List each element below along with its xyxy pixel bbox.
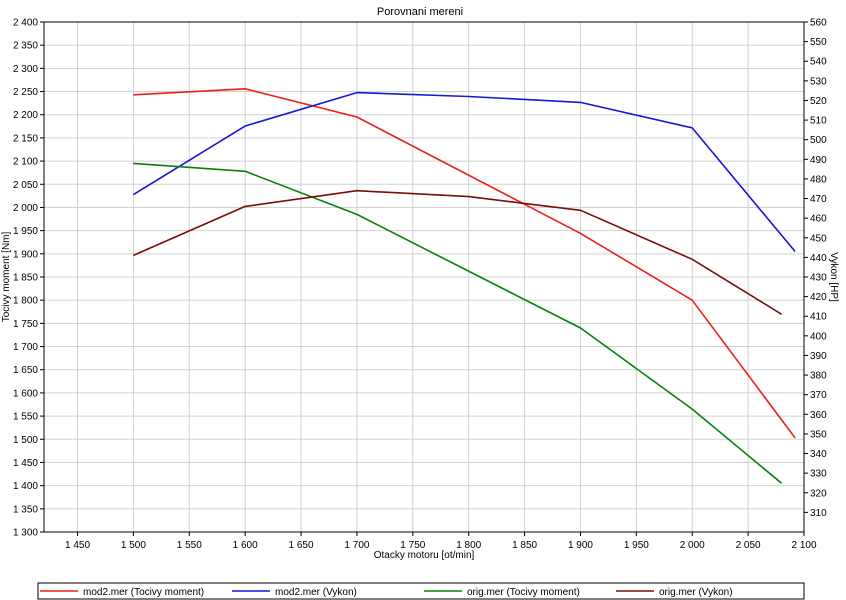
- y-right-axis-label: Vykon [HP]: [828, 252, 839, 302]
- y-left-tick-label: 1 850: [13, 273, 38, 284]
- x-tick-label: 1 550: [177, 540, 202, 551]
- y-right-tick-label: 440: [810, 253, 827, 264]
- y-left-tick-label: 2 000: [13, 203, 38, 214]
- y-right-tick-label: 510: [810, 116, 827, 127]
- grid: [44, 21, 805, 533]
- y-right-tick-label: 330: [810, 469, 827, 480]
- y-left-tick-label: 1 500: [13, 435, 38, 446]
- y-left-tick-label: 1 900: [13, 249, 38, 260]
- x-tick-label: 1 650: [289, 540, 314, 551]
- y-left-tick-label: 1 550: [13, 412, 38, 423]
- series-group: [132, 88, 796, 484]
- y-right-tick-label: 520: [810, 96, 827, 107]
- y-left-tick-label: 2 400: [13, 18, 38, 29]
- y-right-tick-label: 530: [810, 76, 827, 87]
- y-right-tick-label: 420: [810, 292, 827, 303]
- y-right-tick-label: 320: [810, 488, 827, 499]
- series-line-0: [133, 88, 796, 439]
- y-left-tick-label: 2 150: [13, 133, 38, 144]
- y-right-tick-label: 380: [810, 371, 827, 382]
- x-tick-label: 1 500: [121, 540, 146, 551]
- y-right-tick-label: 360: [810, 410, 827, 421]
- y-right-tick-label: 460: [810, 214, 827, 225]
- y-right-tick-label: 550: [810, 37, 827, 48]
- y-left-axis: 1 300 1 350 1 400 1 450 1 500 1 550 1 600 1 650…: [13, 18, 44, 539]
- y-left-tick-label: 1 800: [13, 296, 38, 307]
- x-axis: 1 450 1 500 1 550 1 600 1 650 1 700 1 750 1 800…: [65, 532, 817, 551]
- legend: [37, 582, 805, 600]
- x-tick-label: 1 950: [624, 540, 649, 551]
- y-right-tick-label: 560: [810, 18, 827, 29]
- chart-title: Porovnani mereni: [377, 6, 463, 18]
- y-right-tick-label: 350: [810, 429, 827, 440]
- y-right-tick-label: 540: [810, 57, 827, 68]
- legend-label-1: mod2.mer (Vykon): [275, 587, 357, 598]
- y-left-tick-label: 2 300: [13, 64, 38, 75]
- y-left-tick-label: 1 450: [13, 458, 38, 469]
- y-left-tick-label: 1 400: [13, 481, 38, 492]
- x-axis-label: Otacky motoru [ot/min]: [374, 550, 475, 561]
- x-tick-label: 2 050: [736, 540, 761, 551]
- y-right-tick-label: 430: [810, 273, 827, 284]
- y-right-tick-label: 470: [810, 194, 827, 205]
- y-left-axis-label: Tocivy moment [Nm]: [1, 231, 12, 322]
- series-line-2: [133, 162, 783, 484]
- y-right-tick-label: 500: [810, 135, 827, 146]
- y-left-tick-label: 1 300: [13, 528, 38, 539]
- legend-label-3: orig.mer (Vykon): [659, 587, 733, 598]
- legend-items: mod2.mer (Tocivy moment) mod2.mer (Vykon)…: [40, 587, 733, 598]
- y-right-axis: 310 320 330 340 350 360 370 380 390 400 410 420 430 4…: [804, 18, 827, 519]
- x-tick-label: 1 900: [568, 540, 593, 551]
- y-left-tick-label: 1 650: [13, 365, 38, 376]
- x-tick-label: 1 450: [65, 540, 90, 551]
- legend-label-2: orig.mer (Tocivy moment): [467, 587, 580, 598]
- y-left-tick-label: 1 750: [13, 319, 38, 330]
- y-left-tick-label: 2 350: [13, 41, 38, 52]
- y-left-tick-label: 2 100: [13, 157, 38, 168]
- y-right-tick-label: 370: [810, 390, 827, 401]
- y-right-tick-label: 310: [810, 508, 827, 519]
- y-left-tick-label: 2 050: [13, 180, 38, 191]
- y-right-tick-label: 410: [810, 312, 827, 323]
- x-tick-label: 1 800: [456, 540, 481, 551]
- y-right-tick-label: 490: [810, 155, 827, 166]
- y-left-tick-label: 2 200: [13, 110, 38, 121]
- y-left-tick-label: 2 250: [13, 87, 38, 98]
- x-tick-label: 1 700: [344, 540, 369, 551]
- series-line-1: [132, 91, 796, 253]
- y-right-tick-label: 480: [810, 174, 827, 185]
- y-right-tick-label: 340: [810, 449, 827, 460]
- x-tick-label: 1 600: [233, 540, 258, 551]
- x-tick-label: 1 850: [512, 540, 537, 551]
- legend-label-0: mod2.mer (Tocivy moment): [83, 587, 204, 598]
- series-line-3: [133, 189, 783, 315]
- y-left-tick-label: 1 600: [13, 388, 38, 399]
- y-left-tick-label: 1 350: [13, 504, 38, 515]
- y-left-tick-label: 1 950: [13, 226, 38, 237]
- y-right-tick-label: 400: [810, 331, 827, 342]
- y-right-tick-label: 450: [810, 233, 827, 244]
- x-tick-label: 2 100: [791, 540, 816, 551]
- y-right-tick-label: 390: [810, 351, 827, 362]
- y-left-tick-label: 1 700: [13, 342, 38, 353]
- x-tick-label: 2 000: [680, 540, 705, 551]
- x-tick-label: 1 750: [400, 540, 425, 551]
